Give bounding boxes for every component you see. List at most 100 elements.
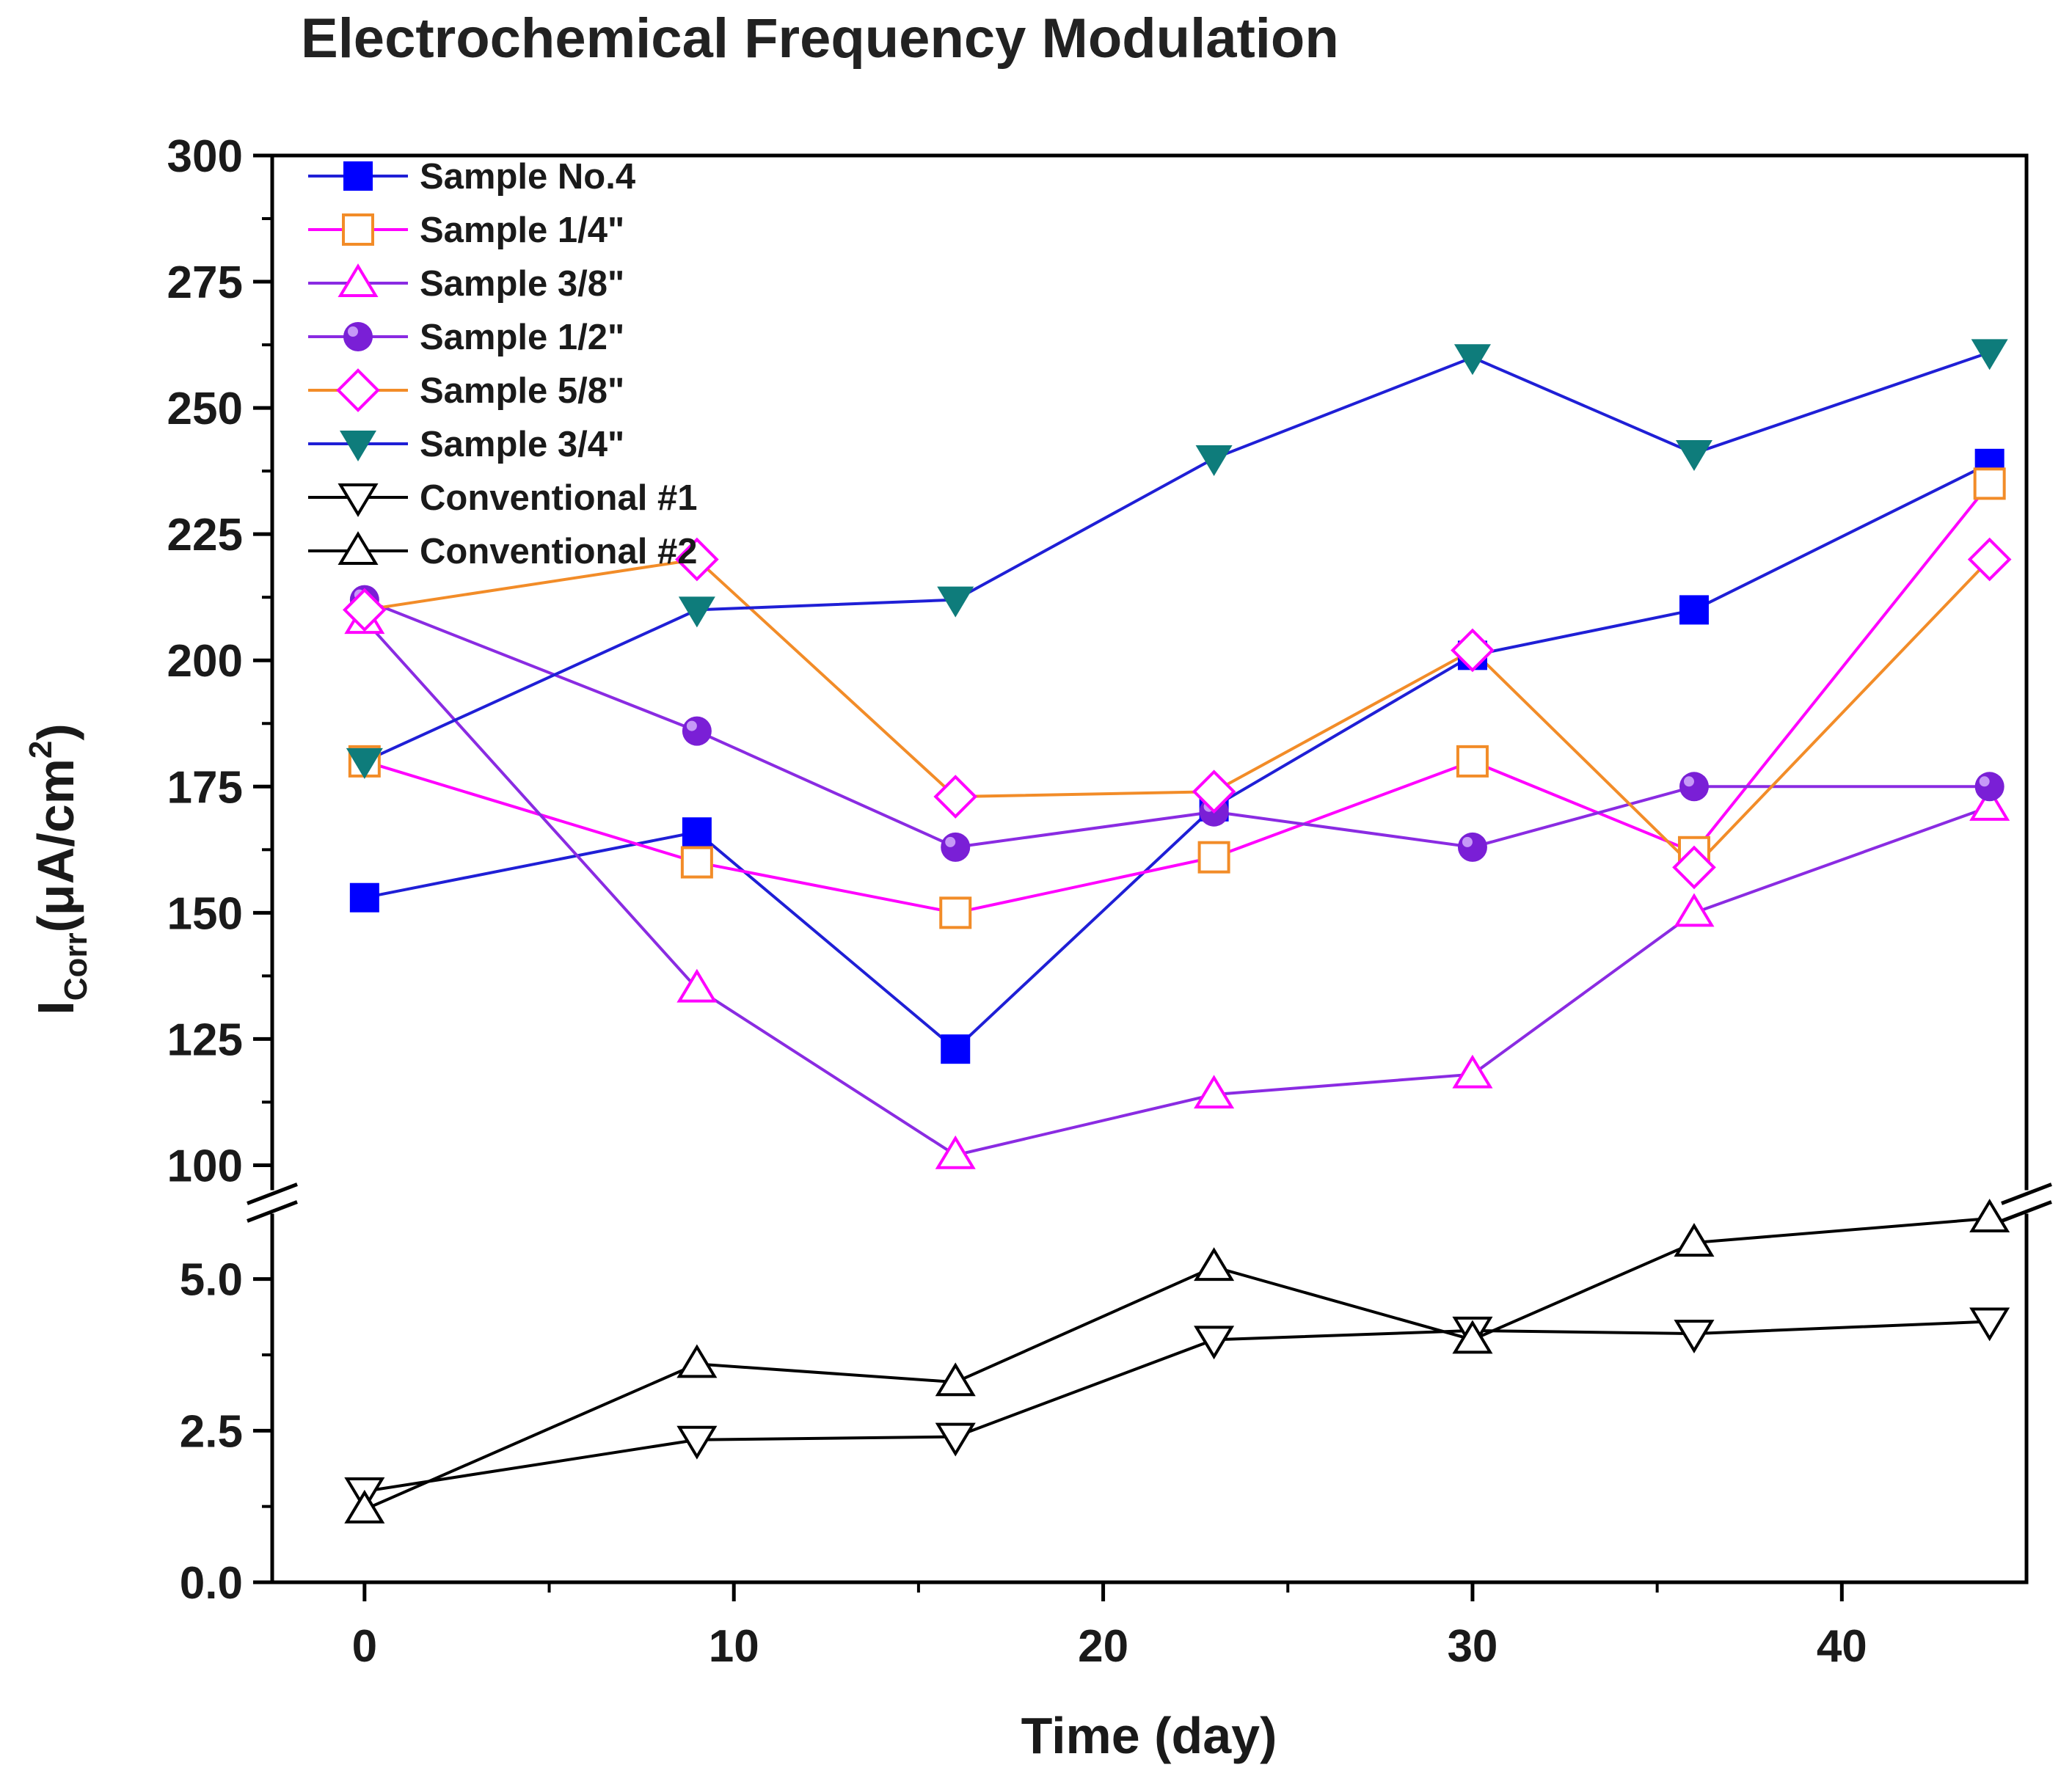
data-point — [1969, 1307, 2010, 1342]
legend-label: Sample 1/4" — [420, 211, 624, 250]
marker-highlight — [1683, 776, 1694, 787]
data-point — [935, 1362, 976, 1397]
data-point — [1453, 344, 1491, 376]
data-point — [1452, 1054, 1493, 1089]
series-line — [364, 1217, 1990, 1511]
marker-body — [1974, 772, 2004, 802]
y-tick-label: 0.0 — [180, 1558, 243, 1609]
data-point — [935, 1422, 976, 1457]
data-point — [680, 846, 713, 879]
plot-frame — [270, 153, 2029, 1584]
data-point — [941, 1034, 971, 1064]
data-point — [1194, 1075, 1235, 1109]
marker-body — [1679, 772, 1709, 802]
series-lines — [363, 351, 1991, 1511]
y-tick-label: 2.5 — [180, 1406, 243, 1457]
marker-body — [343, 322, 373, 351]
axis-ticks: 0 10 20 30 40 100 125 150 175 200 225 250 275 300 0.0 2… — [167, 131, 1867, 1672]
data-point — [1679, 595, 1709, 625]
data-point — [1451, 628, 1495, 673]
data-point — [1194, 1247, 1235, 1282]
legend-marker — [343, 322, 373, 351]
data-point — [1674, 1223, 1715, 1257]
legend-label: Sample 5/8" — [420, 371, 624, 411]
legend-marker — [336, 368, 380, 412]
data-point — [346, 747, 383, 779]
legend-marker — [338, 263, 379, 297]
axis-break-marks — [247, 1182, 2052, 1223]
x-axis-label: Time (day) — [1021, 1707, 1277, 1764]
legend-label: Sample No.4 — [420, 157, 635, 197]
series-line — [364, 598, 1990, 849]
y-axis-label-unit: (μA/cm — [27, 758, 84, 932]
axis-break-mark — [247, 1200, 298, 1223]
chart-title: Electrochemical Frequency Modulation — [301, 7, 1339, 70]
data-point — [1457, 832, 1487, 862]
data-point — [939, 896, 972, 929]
data-point — [1195, 445, 1233, 476]
data-point — [1456, 745, 1489, 778]
data-point — [675, 537, 719, 582]
x-tick-label: 10 — [709, 1621, 759, 1672]
data-point — [678, 596, 715, 628]
data-point — [1969, 786, 2010, 821]
legend: Sample No.4 Sample 1/4" Sample 3/8" Sample … — [308, 157, 697, 571]
marker-body — [941, 832, 971, 862]
data-point — [1452, 1320, 1493, 1354]
marker-highlight — [1979, 776, 1990, 787]
y-axis-label: ICorr(μA/cm2) — [23, 723, 94, 1015]
series-line — [363, 618, 1991, 1157]
data-point — [1971, 339, 2008, 370]
legend-marker — [340, 431, 376, 461]
legend-label: Sample 3/8" — [420, 264, 624, 304]
legend-marker — [342, 213, 374, 246]
y-tick-label: 5.0 — [180, 1255, 243, 1306]
legend-label: Sample 1/2" — [420, 318, 624, 357]
data-point — [344, 1489, 385, 1524]
y-tick-label: 250 — [167, 384, 243, 434]
y-tick-label: 300 — [167, 131, 243, 182]
legend-marker — [338, 531, 379, 565]
y-tick-label: 125 — [167, 1015, 243, 1065]
data-point — [1679, 772, 1709, 802]
data-point — [1674, 1320, 1715, 1353]
data-point — [1197, 841, 1230, 874]
axis-break-mark — [247, 1182, 298, 1205]
data-point — [1672, 845, 1716, 890]
marker-body — [682, 716, 712, 746]
y-tick-label: 225 — [167, 510, 243, 560]
legend-marker — [338, 483, 379, 517]
y-axis-label-sub: Corr — [58, 932, 94, 1001]
data-point — [1674, 893, 1715, 927]
data-point — [941, 832, 971, 862]
axis-break-mark — [2001, 1182, 2052, 1205]
data-point — [937, 586, 974, 618]
data-point — [676, 1425, 718, 1460]
data-point — [676, 1344, 718, 1378]
data-point — [1194, 1326, 1235, 1360]
data-point — [682, 817, 712, 847]
x-tick-label: 30 — [1447, 1621, 1498, 1672]
y-axis-label-sup: 2 — [23, 741, 59, 758]
data-point — [933, 775, 978, 819]
series-markers — [343, 339, 2012, 1524]
marker-highlight — [1462, 836, 1473, 847]
data-point — [935, 1135, 976, 1169]
legend-label: Conventional #1 — [420, 478, 697, 518]
data-point — [1967, 537, 2012, 582]
data-point — [1969, 1199, 2010, 1232]
y-tick-label: 100 — [167, 1141, 243, 1191]
y-tick-label: 150 — [167, 888, 243, 939]
marker-highlight — [348, 326, 358, 337]
marker-highlight — [686, 720, 697, 731]
data-point — [676, 968, 718, 1003]
y-tick-label: 275 — [167, 257, 243, 308]
y-axis-label-main: I — [27, 1001, 84, 1015]
data-point — [1192, 769, 1236, 814]
marker-body — [1457, 832, 1487, 862]
x-tick-label: 40 — [1817, 1621, 1867, 1672]
y-tick-label: 200 — [167, 636, 243, 687]
data-point — [1974, 772, 2004, 802]
data-point — [343, 588, 387, 632]
